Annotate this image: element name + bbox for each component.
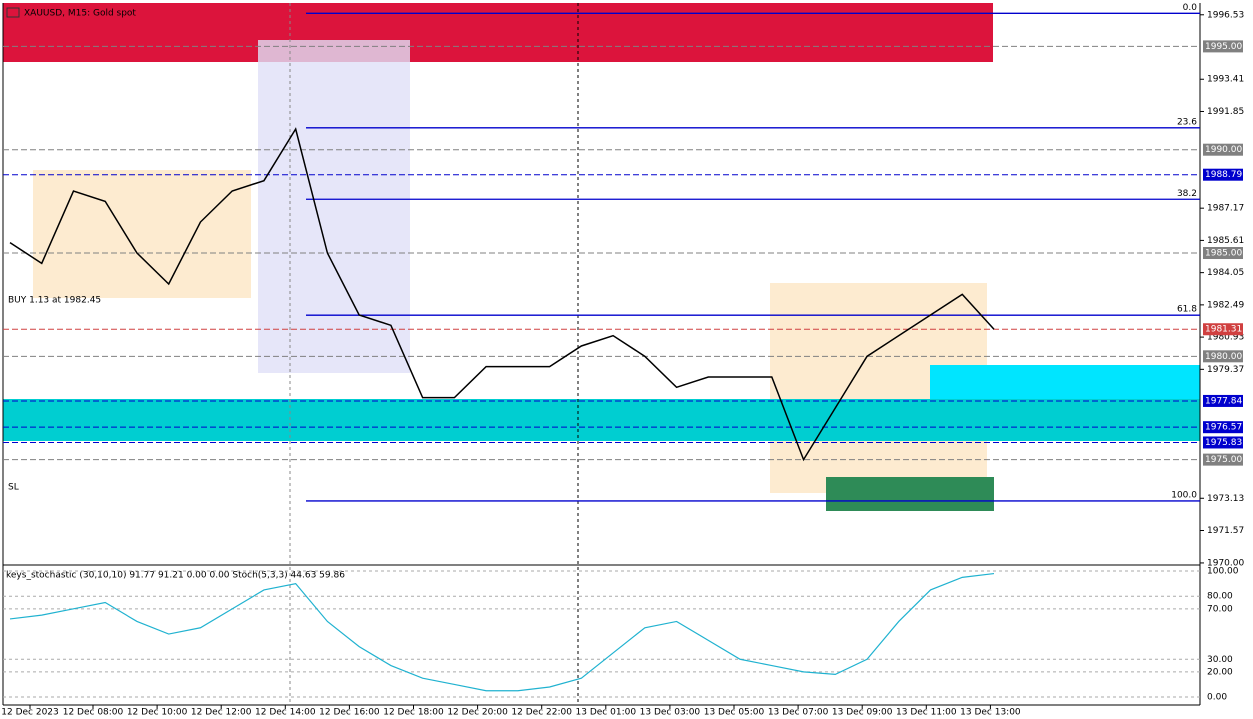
level-label: 1976.57: [1205, 423, 1242, 433]
x-tick-label: 13 Dec 09:00: [832, 708, 893, 718]
supply-zone: [3, 3, 993, 62]
y-tick-label: 1993.41: [1207, 75, 1244, 85]
y-tick-label: 1985.61: [1207, 236, 1244, 246]
x-tick-label: 12 Dec 20:00: [447, 708, 508, 718]
fib-label: 100.0: [1171, 490, 1197, 500]
stoch-tick-label: 30.00: [1207, 655, 1233, 665]
stoch-tick-label: 80.00: [1207, 592, 1233, 602]
x-tick-label: 13 Dec 11:00: [896, 708, 957, 718]
level-box: [1203, 143, 1243, 156]
range-box: [33, 170, 251, 298]
x-tick-label: 12 Dec 10:00: [127, 708, 188, 718]
level-label: 1988.79: [1205, 170, 1242, 180]
y-tick-label: 1979.37: [1207, 365, 1244, 375]
demand-zone: [3, 399, 1200, 441]
stoch-tick-label: 100.00: [1207, 567, 1239, 577]
level-label: 1990.00: [1205, 145, 1242, 155]
y-tick-label: 1971.57: [1207, 526, 1244, 536]
stoch-tick-label: 20.00: [1207, 667, 1233, 677]
x-tick-label: 12 Dec 18:00: [383, 708, 444, 718]
level-label: 1975.83: [1205, 438, 1242, 448]
level-box: [1203, 394, 1243, 407]
x-tick-label: 13 Dec 03:00: [640, 708, 701, 718]
fib-label: 61.8: [1177, 305, 1197, 315]
level-box: [1203, 168, 1243, 181]
level-box: [1203, 453, 1243, 466]
fib-label: 38.2: [1177, 189, 1197, 199]
x-tick-label: 13 Dec 01:00: [576, 708, 637, 718]
y-tick-label: 1970.00: [1207, 558, 1244, 568]
x-tick-label: 12 Dec 12:00: [191, 708, 252, 718]
demand-zone: [930, 365, 1200, 399]
y-tick-label: 1973.13: [1207, 494, 1244, 504]
y-tick-label: 1991.85: [1207, 107, 1244, 117]
x-tick-label: 13 Dec 13:00: [960, 708, 1021, 718]
annotation: SL: [8, 483, 19, 493]
level-box: [1203, 323, 1243, 336]
level-box: [1203, 436, 1243, 449]
stoch-tick-label: 0.00: [1207, 693, 1227, 703]
level-label: 1981.31: [1205, 325, 1242, 335]
target-zone: [826, 477, 994, 511]
fib-label: 23.6: [1177, 117, 1197, 127]
x-tick-label: 13 Dec 07:00: [768, 708, 829, 718]
x-tick-label: 12 Dec 2023: [1, 708, 59, 718]
y-tick-label: 1996.53: [1207, 10, 1244, 20]
y-tick-label: 1980.93: [1207, 333, 1244, 343]
level-label: 1995.00: [1205, 42, 1242, 52]
level-label: 1980.00: [1205, 352, 1242, 362]
y-tick-label: 1987.17: [1207, 204, 1244, 214]
chart-icon: [6, 7, 20, 18]
indicator-label: keys_stochastic (30,10,10) 91.77 91.21 0…: [6, 571, 345, 581]
level-box: [1203, 421, 1243, 434]
fib-label: 0.0: [1183, 3, 1198, 13]
stoch-line: [9, 572, 995, 692]
price-line: [9, 127, 995, 462]
level-box: [1203, 350, 1243, 363]
annotation: BUY 1.13 at 1982.45: [8, 296, 101, 306]
y-tick-label: 1982.49: [1207, 300, 1244, 310]
chart-title: XAUUSD, M15: Gold spot: [24, 9, 136, 19]
x-tick-label: 12 Dec 22:00: [511, 708, 572, 718]
x-tick-label: 12 Dec 16:00: [319, 708, 380, 718]
level-label: 1975.00: [1205, 455, 1242, 465]
y-tick-label: 1984.05: [1207, 268, 1244, 278]
stoch-tick-label: 70.00: [1207, 604, 1233, 614]
level-box: [1203, 40, 1243, 53]
level-label: 1985.00: [1205, 249, 1242, 259]
level-label: 1977.84: [1205, 396, 1242, 406]
x-tick-label: 12 Dec 14:00: [255, 708, 316, 718]
x-tick-label: 12 Dec 08:00: [63, 708, 124, 718]
level-box: [1203, 247, 1243, 260]
x-tick-label: 13 Dec 05:00: [704, 708, 765, 718]
range-box: [258, 40, 410, 373]
